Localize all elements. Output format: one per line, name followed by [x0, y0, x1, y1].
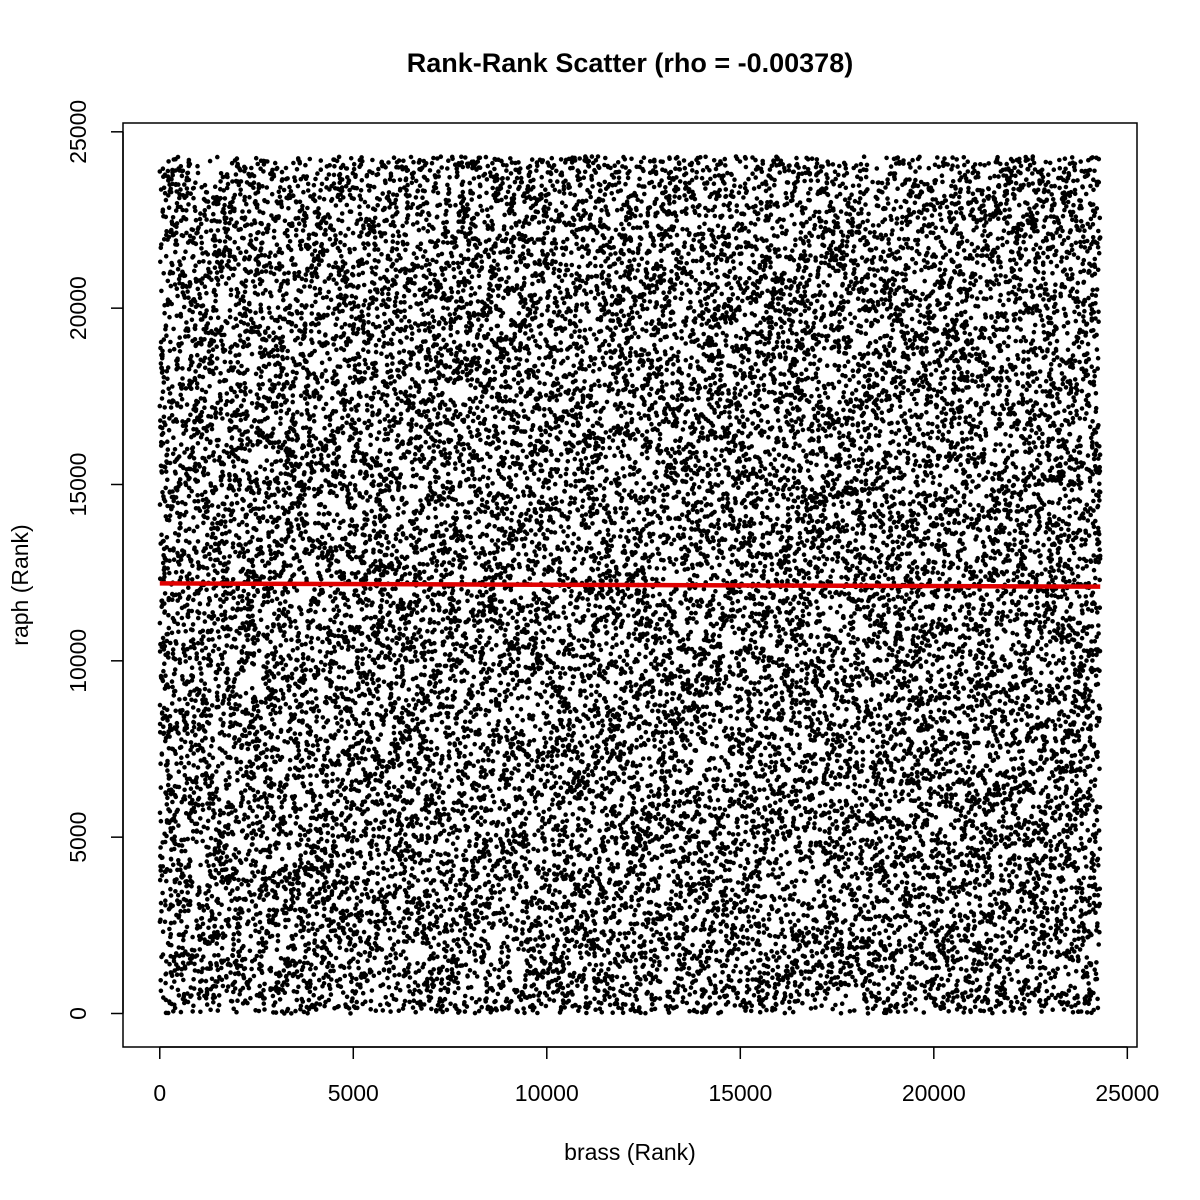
data-points	[157, 154, 1103, 1016]
x-axis: 0 5000 10000 15000 20000 25000	[153, 1046, 1159, 1106]
x-axis-label: brass (Rank)	[564, 1139, 696, 1165]
x-tick-label: 20000	[902, 1080, 966, 1106]
y-tick-label: 5000	[65, 812, 91, 863]
x-tick-label: 15000	[708, 1080, 772, 1106]
chart-title: Rank-Rank Scatter (rho = -0.00378)	[407, 48, 853, 78]
y-tick-label: 10000	[65, 629, 91, 693]
scatter-points	[157, 154, 1103, 1016]
y-axis-label: raph (Rank)	[7, 524, 33, 645]
x-tick-label: 0	[153, 1080, 166, 1106]
fit-line-group	[159, 581, 1101, 589]
y-tick-label: 0	[65, 1007, 91, 1020]
fit-line	[159, 581, 1101, 589]
y-tick-label: 15000	[65, 453, 91, 517]
y-axis: 0 5000 10000 15000 20000 25000	[65, 100, 124, 1020]
x-tick-label: 25000	[1095, 1080, 1159, 1106]
y-tick-label: 25000	[65, 100, 91, 164]
x-tick-label: 5000	[328, 1080, 379, 1106]
x-tick-label: 10000	[515, 1080, 579, 1106]
y-tick-label: 20000	[65, 276, 91, 340]
